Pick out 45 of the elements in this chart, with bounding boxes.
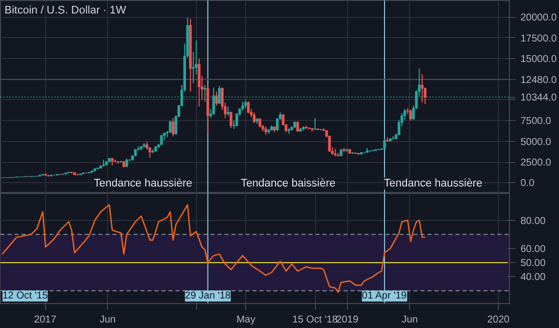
x-tick-label: Jun	[402, 314, 418, 326]
ref-line-label: 12480.0	[520, 74, 558, 86]
chart-title: Bitcoin / U.S. Dollar · 1W	[4, 4, 127, 16]
candlestick	[204, 84, 206, 102]
y-tick-label: 20000.0	[520, 12, 558, 24]
candlestick	[314, 118, 316, 130]
y-tick-label: 2500.0	[520, 158, 552, 169]
annotation: 12 Oct '15	[2, 290, 48, 302]
candlestick	[172, 118, 174, 137]
x-tick-label: 2017	[34, 314, 57, 326]
candlestick	[198, 58, 200, 108]
y-tick-label: 7500.0	[520, 116, 552, 128]
annotation: Tendance haussière	[384, 178, 482, 190]
annotation: Tendance haussière	[94, 178, 192, 190]
x-tick-label: Jun	[100, 314, 116, 326]
candlestick	[241, 101, 244, 112]
candlestick	[230, 110, 232, 129]
line-series	[2, 204, 426, 293]
y-tick-label: 5000.0	[520, 136, 552, 148]
ref-line-label: 50.00	[520, 258, 546, 270]
candlestick	[252, 112, 256, 124]
y-tick-label: 0.0	[520, 178, 535, 190]
ref-line-label: 01 Apr '19	[362, 290, 408, 302]
x-tick-label: 2019	[336, 314, 359, 326]
ref-line-label: 29 Jan '18	[184, 290, 232, 302]
y-tick-label: 15000.0	[520, 54, 558, 65]
annotation: Tendance baissière	[240, 178, 336, 190]
candlestick	[215, 91, 218, 106]
y-tick-label: 40.00	[520, 272, 546, 284]
candlestick	[296, 120, 299, 132]
x-tick-label: 2020	[487, 314, 510, 326]
candlestick	[226, 106, 230, 116]
candlestick	[420, 74, 424, 103]
candlestick	[383, 138, 386, 150]
candlestick	[247, 101, 250, 114]
y-tick-label: 60.00	[520, 244, 546, 255]
candlestick	[168, 120, 172, 134]
y-tick-label: 17500.0	[520, 33, 558, 44]
candlestick	[218, 85, 221, 105]
candlestick	[409, 109, 412, 122]
x-tick-label: May	[236, 314, 256, 326]
y-tick-label: 80.00	[520, 216, 546, 227]
x-tick-label: 15 Oct '18	[292, 314, 338, 326]
candlestick	[258, 118, 262, 128]
ref-line-label: 10344.0	[520, 92, 558, 104]
